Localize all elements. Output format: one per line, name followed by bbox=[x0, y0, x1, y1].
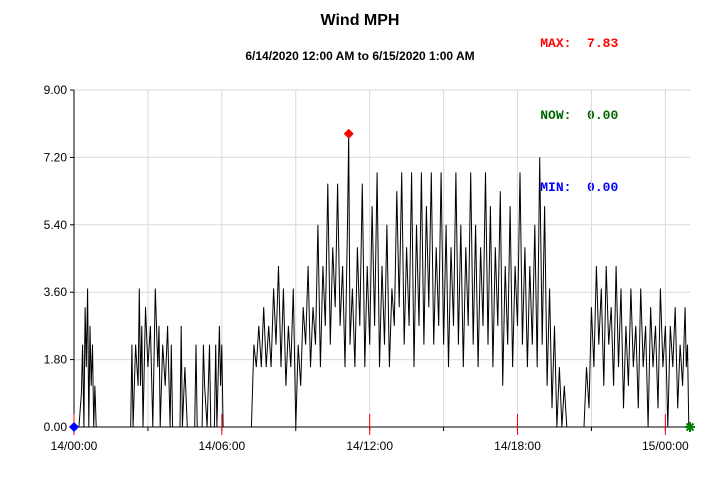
y-tick-label: 1.80 bbox=[44, 353, 68, 367]
chart-subtitle: 6/14/2020 12:00 AM to 6/15/2020 1:00 AM bbox=[245, 49, 475, 63]
stat-max-value: 7.83 bbox=[587, 36, 619, 51]
stat-max-label: MAX: bbox=[540, 36, 572, 51]
y-tick-label: 5.40 bbox=[44, 218, 68, 232]
x-tick-label: 15/00:00 bbox=[642, 439, 689, 453]
x-tick-label: 14/18:00 bbox=[494, 439, 541, 453]
stat-max: MAX: 7.83 bbox=[509, 8, 618, 80]
y-tick-label: 7.20 bbox=[44, 150, 68, 164]
stat-min-label: MIN: bbox=[540, 180, 572, 195]
stat-min-value: 0.00 bbox=[587, 180, 619, 195]
stat-min: MIN: 0.00 bbox=[509, 152, 618, 224]
y-tick-label: 9.00 bbox=[44, 83, 68, 97]
x-tick-label: 14/00:00 bbox=[51, 439, 98, 453]
stats-panel: MAX: 7.83 NOW: 0.00 MIN: 0.00 bbox=[509, 8, 618, 224]
marker-max bbox=[343, 128, 354, 139]
stat-now: NOW: 0.00 bbox=[509, 80, 618, 152]
marker-now bbox=[685, 422, 695, 432]
y-tick-label: 3.60 bbox=[44, 285, 68, 299]
marker-min bbox=[69, 422, 79, 432]
x-tick-label: 14/12:00 bbox=[346, 439, 393, 453]
chart-title: Wind MPH bbox=[320, 12, 400, 29]
stat-now-label: NOW: bbox=[540, 108, 572, 123]
x-tick-label: 14/06:00 bbox=[198, 439, 245, 453]
y-tick-label: 0.00 bbox=[44, 420, 68, 434]
series-line-wind-mph bbox=[74, 133, 690, 428]
stat-now-value: 0.00 bbox=[587, 108, 619, 123]
